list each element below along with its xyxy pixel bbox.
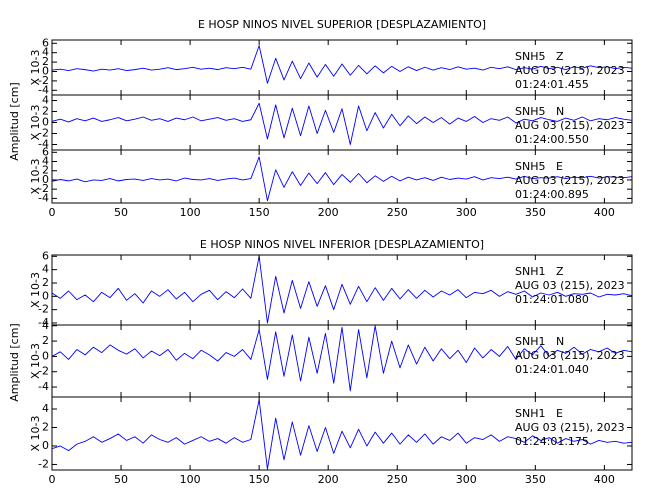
y-tick-label: 6	[42, 249, 49, 262]
date-label: AUG 03 (215), 2023	[515, 174, 625, 187]
time-label: 01:24:00.895	[515, 188, 589, 201]
y-tick-label: -2	[38, 127, 49, 140]
y-tick-label: 0	[42, 439, 49, 452]
y-tick-label: -2	[38, 303, 49, 316]
waveform	[52, 399, 632, 470]
waveform	[52, 156, 632, 202]
y-tick-label: 6	[42, 36, 49, 49]
chart-title: E HOSP NINOS NIVEL INFERIOR [DESPLAZAMIE…	[200, 238, 484, 251]
y-tick-label: 4	[42, 263, 49, 276]
x-tick-label: 300	[456, 473, 477, 486]
y-tick-label: 4	[42, 155, 49, 168]
waveform	[52, 102, 632, 145]
waveform	[52, 45, 632, 84]
y-tick-label: 2	[42, 164, 49, 177]
x-tick-label: 0	[49, 206, 56, 219]
station-label: SNH1 Z	[515, 265, 564, 278]
time-label: 01:24:01.175	[515, 435, 589, 448]
y-tick-label: -2	[38, 74, 49, 87]
y-tick-label: 6	[42, 145, 49, 158]
scale-label: X 10-3	[29, 416, 42, 452]
x-tick-label: 250	[387, 206, 408, 219]
waveform	[52, 325, 632, 392]
y-axis-label: Amplitud [cm]	[8, 82, 21, 160]
date-label: AUG 03 (215), 2023	[515, 64, 625, 77]
time-label: 01:24:01.080	[515, 293, 589, 306]
x-tick-label: 100	[180, 206, 201, 219]
panel-frame	[51, 396, 633, 471]
y-tick-label: 2	[42, 105, 49, 118]
x-tick-label: 400	[594, 473, 615, 486]
y-tick-label: 4	[42, 46, 49, 59]
scale-label: X 10-3	[29, 272, 42, 308]
y-tick-label: -4	[38, 316, 49, 329]
y-tick-label: -2	[38, 365, 49, 378]
time-label: 01:24:00.550	[515, 133, 589, 146]
station-label: SNH5 E	[515, 160, 563, 173]
x-tick-label: 0	[49, 473, 56, 486]
x-tick-label: 250	[387, 473, 408, 486]
y-tick-label: -4	[38, 138, 49, 151]
x-tick-label: 150	[249, 206, 270, 219]
station-label: SNH1 E	[515, 407, 563, 420]
scale-label: X 10-3	[29, 159, 42, 195]
x-tick-label: 50	[114, 206, 128, 219]
y-tick-label: 2	[42, 276, 49, 289]
station-label: SNH1 N	[515, 335, 564, 348]
scale-label: X 10-3	[29, 105, 42, 141]
chart-title: E HOSP NINOS NIVEL SUPERIOR [DESPLAZAMIE…	[198, 18, 486, 31]
y-tick-label: 2	[42, 55, 49, 68]
y-tick-label: 0	[42, 349, 49, 362]
y-tick-label: 0	[42, 64, 49, 77]
y-tick-label: 0	[42, 289, 49, 302]
y-tick-label: -4	[38, 380, 49, 393]
date-label: AUG 03 (215), 2023	[515, 119, 625, 132]
y-tick-label: 4	[42, 94, 49, 107]
x-tick-label: 100	[180, 473, 201, 486]
date-label: AUG 03 (215), 2023	[515, 279, 625, 292]
y-tick-label: 4	[42, 402, 49, 415]
y-tick-label: -2	[38, 457, 49, 470]
y-axis-label: Amplitud [cm]	[8, 323, 21, 401]
panel-frame	[51, 149, 633, 204]
y-tick-label: -2	[38, 182, 49, 195]
date-label: AUG 03 (215), 2023	[515, 421, 625, 434]
waveform	[52, 255, 632, 324]
y-tick-label: -4	[38, 83, 49, 96]
x-tick-label: 200	[318, 206, 339, 219]
y-tick-label: 0	[42, 116, 49, 129]
y-tick-label: 2	[42, 334, 49, 347]
y-tick-label: 2	[42, 420, 49, 433]
station-label: SNH5 N	[515, 105, 564, 118]
time-label: 01:24:01.455	[515, 78, 589, 91]
y-tick-label: -4	[38, 191, 49, 204]
x-tick-label: 400	[594, 206, 615, 219]
scale-label: X 10-3	[29, 50, 42, 86]
station-label: SNH5 Z	[515, 50, 564, 63]
x-tick-label: 200	[318, 473, 339, 486]
time-label: 01:24:01.040	[515, 363, 589, 376]
y-tick-label: 0	[42, 173, 49, 186]
y-tick-label: 4	[42, 319, 49, 332]
x-tick-label: 300	[456, 206, 477, 219]
x-tick-label: 50	[114, 473, 128, 486]
x-tick-label: 150	[249, 473, 270, 486]
x-tick-label: 350	[525, 473, 546, 486]
scale-label: X 10-3	[29, 343, 42, 379]
x-tick-label: 350	[525, 206, 546, 219]
date-label: AUG 03 (215), 2023	[515, 349, 625, 362]
